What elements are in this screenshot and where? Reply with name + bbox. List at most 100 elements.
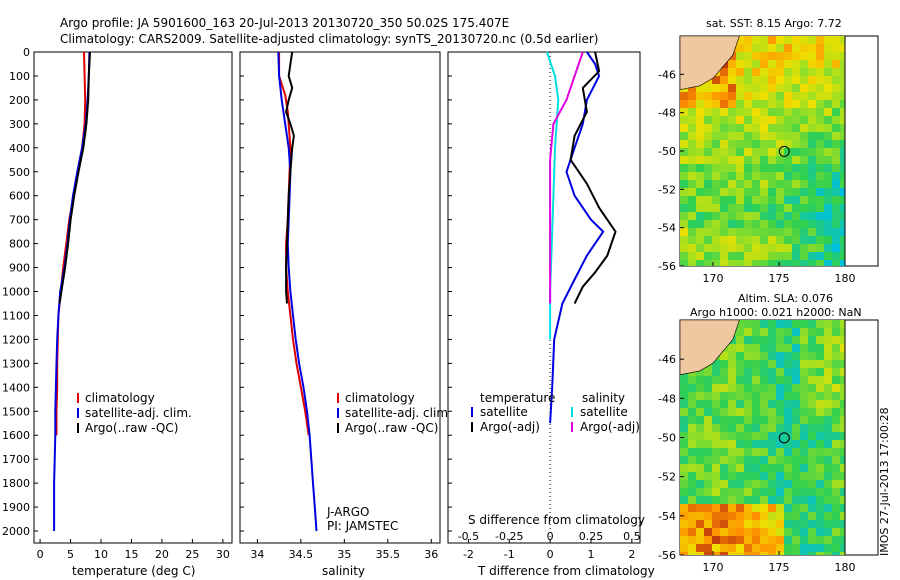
sst-map-cell (792, 156, 800, 164)
sst-map-cell (712, 164, 720, 172)
difference-top-tick-label: 0.5 (623, 530, 641, 543)
sst-map-cell (792, 260, 800, 266)
sla-map-cell (816, 504, 824, 512)
sst-map-ytick-label: -52 (658, 183, 676, 196)
sst-map-cell (744, 140, 752, 148)
sst-map-cell (832, 116, 840, 124)
sst-map-cell (776, 92, 784, 100)
sla-map-cell (712, 416, 720, 424)
sst-map-cell (680, 164, 688, 172)
sst-map-cell (760, 84, 768, 92)
sst-map-cell (800, 204, 808, 212)
sst-map-cell (768, 132, 776, 140)
sst-map-cell (792, 252, 800, 260)
sla-map-cell (816, 552, 824, 555)
sst-map-cell (824, 228, 832, 236)
sst-map-cell (712, 228, 720, 236)
sla-map-cell (840, 544, 845, 552)
sst-map-cell (744, 260, 752, 266)
sst-map-cell (744, 92, 752, 100)
sla-map-cell (720, 440, 728, 448)
difference-legend-title: salinity (582, 391, 625, 405)
sla-map-cell (792, 416, 800, 424)
sst-map-cell (680, 220, 688, 228)
sla-map-cell (800, 472, 808, 480)
sla-map-cell (824, 440, 832, 448)
sst-map-cell (744, 36, 752, 44)
sst-map-cell (840, 100, 845, 108)
sla-map-cell (760, 456, 768, 464)
temperature-xtick-label: 25 (185, 548, 199, 561)
sla-map-cell (832, 368, 840, 376)
sla-map-cell (704, 416, 712, 424)
sla-map-cell (752, 488, 760, 496)
sst-map-cell (680, 124, 688, 132)
sst-map-ytick-label: -56 (658, 260, 676, 273)
sla-map-cell (688, 448, 696, 456)
sst-map-cell (744, 52, 752, 60)
sst-map-cell (736, 100, 744, 108)
sst-map-cell (728, 220, 736, 228)
sla-map-cell (704, 456, 712, 464)
sst-map-cell (736, 44, 744, 52)
sla-map-ytick-label: -52 (658, 471, 676, 484)
sla-map-cell (720, 464, 728, 472)
sst-map-cell (768, 156, 776, 164)
sla-map-cell (824, 552, 832, 555)
sla-map-cell (736, 512, 744, 520)
sst-map-cell (704, 244, 712, 252)
sla-map-cell (832, 440, 840, 448)
sst-map-cell (744, 236, 752, 244)
sla-map-cell (832, 344, 840, 352)
difference-legend-title: temperature (480, 391, 555, 405)
sla-map-cell (784, 328, 792, 336)
sst-map-cell (776, 108, 784, 116)
sla-map-cell (752, 520, 760, 528)
sst-map-cell (824, 244, 832, 252)
sst-map-cell (704, 116, 712, 124)
sst-map-cell (760, 44, 768, 52)
sla-map-cell (800, 328, 808, 336)
sst-map-cell (760, 76, 768, 84)
sst-map-cell (840, 172, 845, 180)
temperature-ytick-label: 2000 (2, 525, 30, 538)
sla-map-cell (744, 352, 752, 360)
sst-map-cell (808, 196, 816, 204)
sla-map-cell (776, 320, 784, 328)
sst-map-cell (736, 68, 744, 76)
sla-map-cell (840, 512, 845, 520)
sst-map-cell (784, 244, 792, 252)
sst-map-cell (744, 60, 752, 68)
sla-map-cell (816, 384, 824, 392)
sla-map-cell (680, 552, 688, 555)
sst-map-cell (800, 228, 808, 236)
sst-map-cell (744, 44, 752, 52)
sst-map-cell (736, 164, 744, 172)
sla-map-cell (808, 504, 816, 512)
sla-map-cell (776, 440, 784, 448)
sla-map-cell (808, 464, 816, 472)
sla-map-cell (800, 504, 808, 512)
sla-map-cell (792, 520, 800, 528)
sla-map-cell (840, 440, 845, 448)
sst-map-cell (784, 60, 792, 68)
temperature-ytick-label: 1000 (2, 286, 30, 299)
sla-map-cell (736, 536, 744, 544)
salinity-legend-label: Argo(..raw -QC) (345, 421, 438, 435)
sla-map-cell (728, 448, 736, 456)
sla-map-cell (776, 504, 784, 512)
sst-map-cell (744, 164, 752, 172)
sst-map-cell (736, 116, 744, 124)
sst-map-cell (808, 228, 816, 236)
sla-map-cell (712, 512, 720, 520)
sst-map-cell (728, 204, 736, 212)
sst-map-cell (792, 212, 800, 220)
sst-map-cell (688, 180, 696, 188)
sst-map-cell (736, 60, 744, 68)
sla-map-cell (768, 440, 776, 448)
sla-map-cell (752, 536, 760, 544)
sla-map-cell (840, 480, 845, 488)
sst-map-cell (744, 148, 752, 156)
sst-map-cell (816, 244, 824, 252)
sla-map-cell (728, 416, 736, 424)
